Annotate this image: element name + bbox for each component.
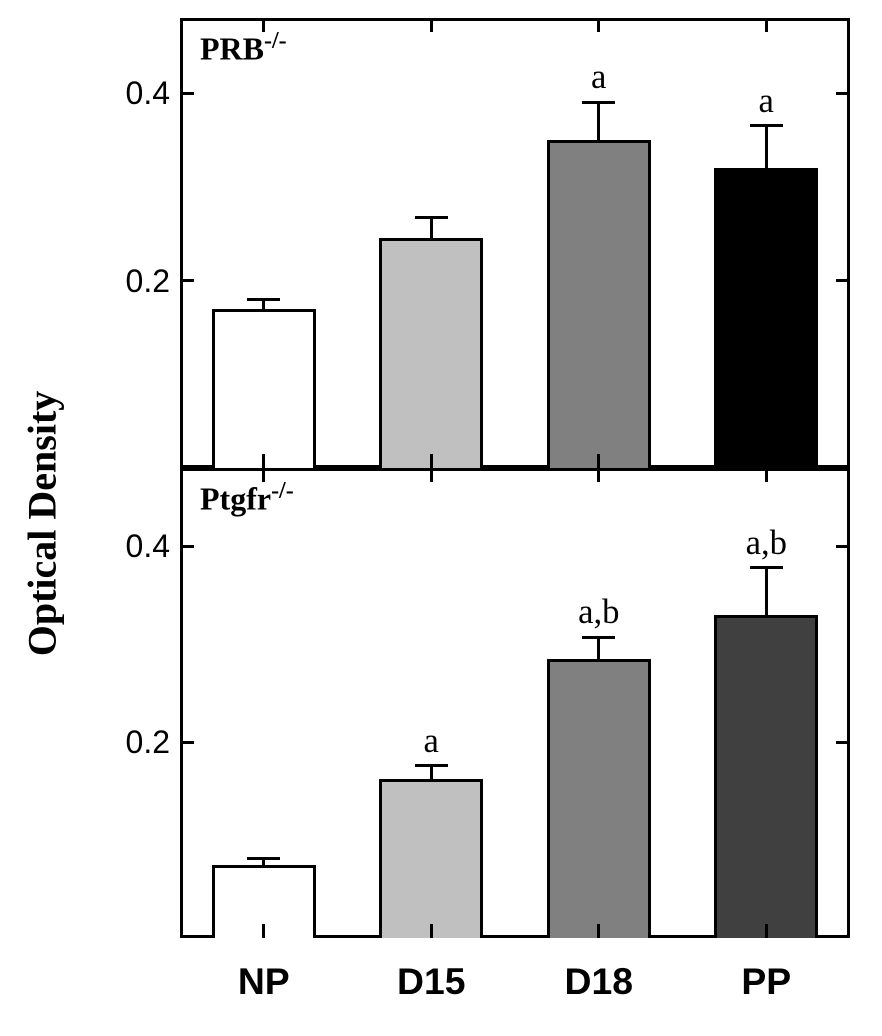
y-axis-title: Optical Density	[19, 12, 66, 1036]
bar-top-NP	[212, 309, 316, 468]
errorbar-cap	[247, 857, 280, 860]
bar-bottom-D15	[379, 779, 483, 938]
significance-label: a,b	[539, 593, 659, 632]
y-tick	[836, 545, 850, 548]
x-tick-label-NP: NP	[180, 960, 348, 1003]
figure: Optical Density PRB-/- 0.2 0.4 a a Ptgfr-/- 0.…	[0, 0, 882, 1024]
y-tick	[180, 279, 194, 282]
x-tick	[262, 468, 265, 482]
x-tick	[430, 18, 433, 32]
errorbar-stem	[430, 766, 433, 780]
y-tick	[180, 92, 194, 95]
bar-top-PP	[714, 168, 818, 468]
x-tick	[597, 454, 600, 468]
errorbar-stem	[597, 637, 600, 659]
y-tick	[836, 279, 850, 282]
x-tick	[597, 924, 600, 938]
y-tick	[180, 741, 194, 744]
errorbar-stem	[430, 218, 433, 239]
bar-bottom-PP	[714, 615, 818, 938]
panel-title-bottom: Ptgfr-/-	[200, 478, 294, 518]
x-tick-label-D18: D18	[515, 960, 683, 1003]
x-tick-label-D15: D15	[348, 960, 516, 1003]
y-tick-label: 0.4	[100, 528, 170, 565]
x-tick	[765, 454, 768, 468]
significance-label: a	[539, 58, 659, 97]
significance-label: a	[371, 722, 491, 761]
errorbar-stem	[597, 102, 600, 140]
y-tick-label: 0.2	[100, 263, 170, 300]
bar-bottom-D18	[547, 659, 651, 938]
x-tick	[430, 924, 433, 938]
x-tick	[262, 18, 265, 32]
x-tick	[765, 924, 768, 938]
y-tick-label: 0.2	[100, 724, 170, 761]
errorbar-cap	[750, 566, 783, 569]
errorbar-cap	[415, 764, 448, 767]
x-tick	[262, 454, 265, 468]
significance-label: a	[706, 82, 826, 121]
x-tick	[765, 468, 768, 482]
x-tick	[597, 18, 600, 32]
errorbar-stem	[765, 568, 768, 615]
y-axis-title-wrap: Optical Density	[0, 0, 70, 1024]
significance-label: a,b	[706, 524, 826, 563]
errorbar-cap	[247, 298, 280, 301]
errorbar-cap	[750, 124, 783, 127]
panel-title-top: PRB-/-	[200, 28, 287, 68]
x-tick	[430, 454, 433, 468]
y-tick	[180, 545, 194, 548]
y-tick	[836, 92, 850, 95]
x-tick	[430, 468, 433, 482]
errorbar-cap	[582, 101, 615, 104]
y-tick	[836, 741, 850, 744]
errorbar-cap	[582, 636, 615, 639]
x-tick	[765, 18, 768, 32]
errorbar-cap	[415, 216, 448, 219]
bar-top-D15	[379, 238, 483, 468]
y-tick-label: 0.4	[100, 75, 170, 112]
bar-top-D18	[547, 140, 651, 468]
x-tick-label-PP: PP	[683, 960, 851, 1003]
x-tick	[597, 468, 600, 482]
x-tick	[262, 924, 265, 938]
errorbar-stem	[765, 126, 768, 168]
